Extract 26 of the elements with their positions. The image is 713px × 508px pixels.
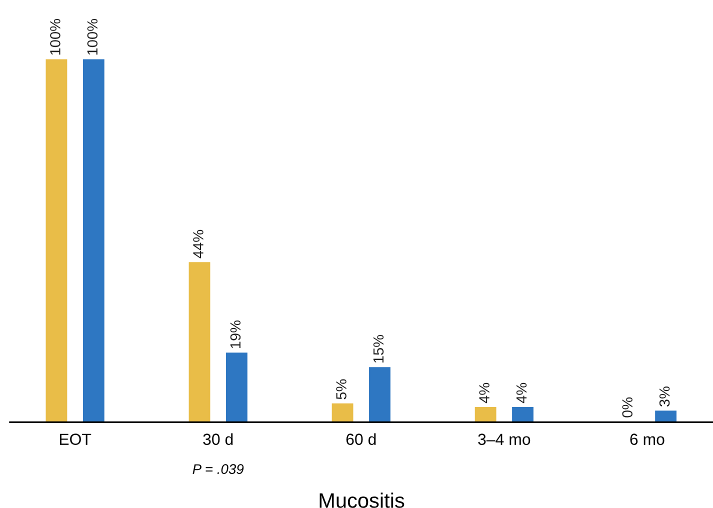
data-label: 15% xyxy=(373,334,384,363)
x-tick-label: 3–4 mo xyxy=(478,434,530,445)
bar xyxy=(512,406,534,422)
text: P = .039 xyxy=(192,464,244,474)
data-label: 4% xyxy=(516,382,527,404)
x-axis-title: Mucositis xyxy=(320,492,404,508)
data-label: 4% xyxy=(479,382,490,404)
data-label: 100% xyxy=(50,18,60,55)
bar xyxy=(82,59,104,422)
bar xyxy=(226,352,248,422)
bar xyxy=(188,262,210,422)
data-label: 44% xyxy=(193,230,204,258)
bar xyxy=(332,403,354,422)
x-tick-label: 30 d xyxy=(203,433,233,445)
data-label: 100% xyxy=(87,18,98,55)
bar xyxy=(46,59,68,422)
x-tick-label: 60 d xyxy=(346,433,376,445)
x-tick-label: 6 mo xyxy=(630,434,664,445)
data-label: 19% xyxy=(230,320,241,348)
data-label: 3% xyxy=(659,386,670,407)
bar xyxy=(369,367,390,422)
x-tick-label: EOT xyxy=(60,434,92,445)
data-label: 5% xyxy=(336,379,346,400)
bar xyxy=(474,406,496,422)
data-label: 0% xyxy=(622,397,633,418)
bar xyxy=(655,410,677,422)
